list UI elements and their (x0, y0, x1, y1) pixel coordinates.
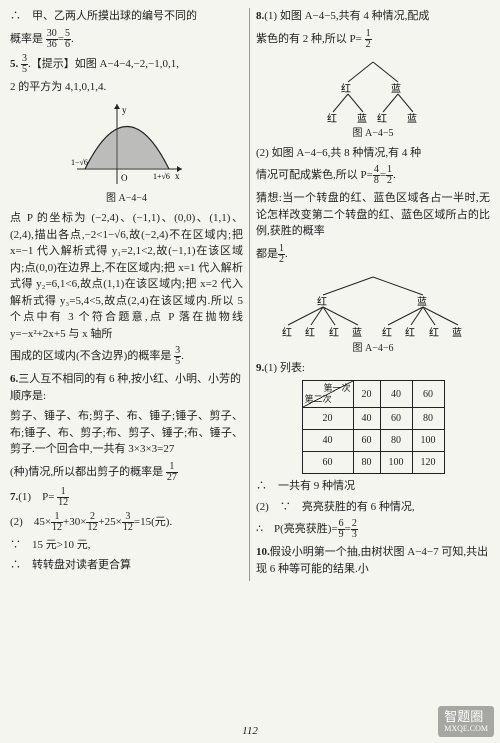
item-number: 10. (256, 546, 270, 558)
text-block: 点 P 的坐标为 (−2,4)、(−1,1)、(0,0)、(1,1)、(2,4)… (10, 210, 243, 342)
svg-text:红: 红 (377, 112, 387, 124)
svg-text:红: 红 (341, 82, 351, 95)
text-line: ∴ 甲、乙两人所摸出球的编号不同的 (10, 8, 243, 25)
svg-text:红: 红 (405, 326, 415, 339)
q5: 5. 35.【提示】如图 A−4−4,−2,−1,0,1, (10, 54, 243, 75)
svg-text:1+√6: 1+√6 (153, 172, 170, 181)
svg-text:O: O (121, 173, 128, 183)
tree-diagram-45: 红 蓝 红 蓝 红 蓝 (303, 54, 443, 124)
item-number: 5. (10, 58, 18, 70)
text-block: 剪子、锤子、布;剪子、布、锤子;锤子、剪子、布;锤子、布、剪子;布、剪子、锤子;… (10, 408, 243, 458)
outcome-table: 第一次第二次 204060 20406080 406080100 6080100… (302, 380, 445, 474)
fraction: 112 (57, 487, 69, 508)
svg-text:y: y (122, 105, 127, 115)
text-block: 猜想:当一个转盘的红、蓝色区域各占一半时,无论怎样改变第二个转盘的红、蓝色区域所… (256, 190, 490, 240)
q8: 8.(1) 如图 A−4−5,共有 4 种情况,配成 (256, 8, 490, 25)
text-line: ∴ 一共有 9 种情况 (256, 478, 490, 495)
svg-text:蓝: 蓝 (391, 83, 401, 95)
item-number: 6. (10, 373, 18, 385)
figure-caption: 图 A−4−5 (256, 126, 490, 141)
svg-text:红: 红 (327, 112, 337, 124)
q9: 9.(1) 列表: (256, 360, 490, 377)
page-number: 112 (0, 723, 500, 740)
svg-text:蓝: 蓝 (452, 327, 462, 339)
q10: 10.假设小明第一个抽,由树状图 A−4−7 可知,共出现 6 种等可能的结果.… (256, 544, 490, 577)
svg-text:红: 红 (382, 326, 392, 339)
fraction: 35 (174, 346, 181, 367)
svg-text:红: 红 (305, 326, 315, 339)
svg-text:x: x (175, 171, 180, 181)
svg-text:红: 红 (429, 326, 439, 339)
svg-text:红: 红 (329, 326, 339, 339)
svg-text:蓝: 蓝 (407, 113, 417, 124)
text-line: ∵ 15 元>10 元, (10, 537, 243, 554)
q6: 6.三人互不相同的有 6 种,按小红、小明、小芳的顺序是: (10, 371, 243, 404)
page: ∴ 甲、乙两人所摸出球的编号不同的 概率是 3036=56. 5. 35.【提示… (0, 0, 500, 601)
text-line: ∴ P(亮亮获胜)=69=23 (256, 519, 490, 540)
text-line: 紫色的有 2 种,所以 P= 12 (256, 29, 490, 50)
fraction: 56 (64, 29, 71, 50)
parabola-figure: O y x 1−√6 1+√6 (67, 99, 187, 189)
figure-caption: 图 A−4−6 (256, 341, 490, 356)
svg-text:红: 红 (317, 295, 327, 308)
figure-caption: 图 A−4−4 (10, 191, 243, 206)
text-line: 2 的平方为 4,1,0,1,4. (10, 79, 243, 96)
watermark: 智题圈 MXQE.COM (438, 706, 494, 737)
text-line: 概率是 3036=56. (10, 29, 243, 50)
svg-text:红: 红 (282, 326, 292, 339)
svg-text:蓝: 蓝 (357, 113, 367, 124)
fraction: 12 (365, 29, 372, 50)
text-line: 围成的区域内(不含边界)的概率是 35. (10, 346, 243, 367)
text-line: (2) 45×112+30×212+25×312=15(元). (10, 512, 243, 533)
item-number: 9. (256, 362, 264, 374)
text-line: 都是12. (256, 244, 490, 265)
text-line: (种)情况,所以都出剪子的概率是 127 (10, 462, 243, 483)
text-line: 情况可配成紫色,所以 P=48=12. (256, 165, 490, 186)
item-number: 7. (10, 491, 18, 503)
q7: 7.(1) P= 112 (10, 487, 243, 508)
text-line: (2) ∵ 亮亮获胜的有 6 种情况, (256, 499, 490, 516)
tree-diagram-46: 红 蓝 红 红 红 蓝 红 红 红 蓝 (263, 269, 483, 339)
text-line: ∴ 转转盘对读者更合算 (10, 557, 243, 574)
text-line: (2) 如图 A−4−6,共 8 种情况,有 4 种 (256, 145, 490, 162)
left-column: ∴ 甲、乙两人所摸出球的编号不同的 概率是 3036=56. 5. 35.【提示… (10, 8, 250, 581)
right-column: 8.(1) 如图 A−4−5,共有 4 种情况,配成 紫色的有 2 种,所以 P… (250, 8, 490, 581)
svg-text:蓝: 蓝 (417, 296, 427, 308)
fraction: 35 (21, 54, 28, 75)
fraction: 3036 (46, 29, 58, 50)
svg-text:蓝: 蓝 (352, 327, 362, 339)
svg-text:1−√6: 1−√6 (71, 158, 88, 167)
fraction: 127 (166, 462, 178, 483)
item-number: 8. (256, 10, 264, 22)
